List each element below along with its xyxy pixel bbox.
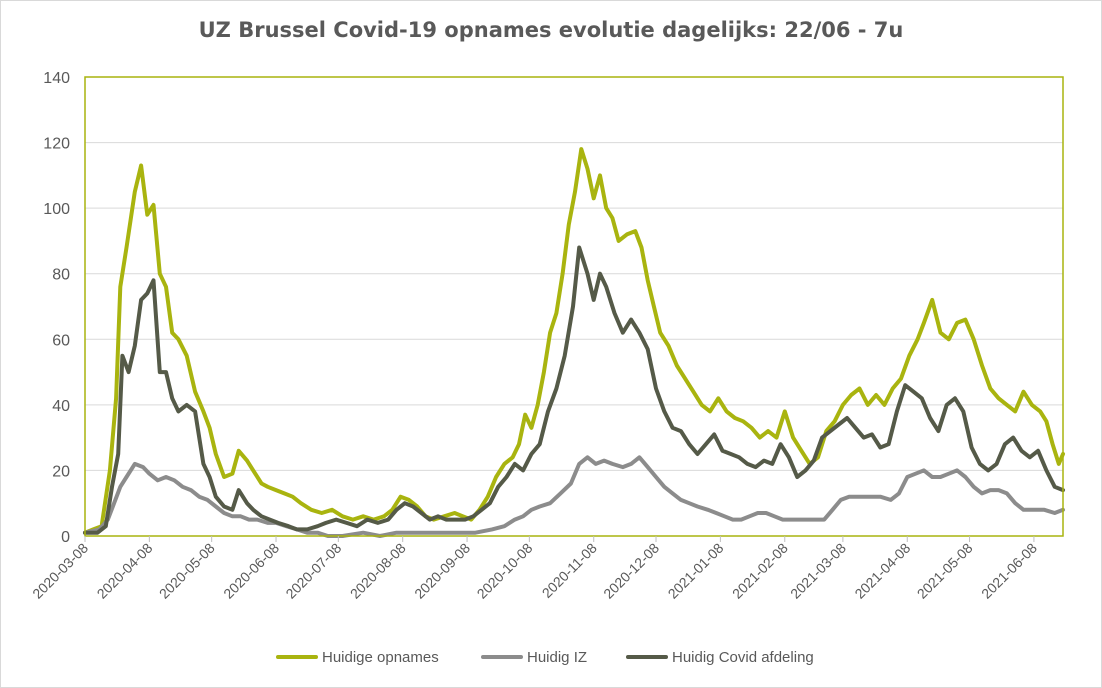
plot-area-border [84, 76, 1064, 537]
legend-label: Huidig Covid afdeling [672, 649, 814, 666]
y-tick-label: 80 [52, 267, 70, 284]
legend-item-1: Huidige opnames [276, 649, 439, 666]
x-tick-label: 2020-09-08 [411, 540, 473, 602]
x-tick-label: 2020-06-08 [220, 540, 282, 602]
series-line-1 [83, 147, 1065, 535]
x-tick-label: 2020-08-08 [347, 540, 409, 602]
y-tick-label: 0 [61, 529, 70, 546]
series-line-2 [83, 455, 1065, 538]
x-tick-label: 2020-05-08 [156, 540, 218, 602]
y-tick-label: 140 [43, 70, 70, 87]
x-tick-label: 2020-10-08 [474, 540, 536, 602]
series-line-3 [83, 245, 1065, 535]
y-tick-label: 60 [52, 332, 70, 349]
legend-label: Huidig IZ [527, 649, 587, 666]
x-axis: 2020-03-08 2020-04-08 2020-05-08 2020-06-08… [29, 536, 1040, 602]
y-axis: 0 20 40 60 80 100 120 140 [43, 70, 70, 546]
x-tick-label: 2020-07-08 [282, 540, 344, 602]
series-lines [83, 147, 1065, 538]
chart-title: UZ Brussel Covid-19 opnames evolutie dag… [198, 18, 904, 42]
legend-label: Huidige opnames [322, 649, 439, 666]
y-tick-label: 100 [43, 201, 70, 218]
y-tick-label: 40 [52, 398, 70, 415]
y-tick-label: 120 [43, 136, 70, 153]
legend-item-3: Huidig Covid afdeling [626, 649, 814, 666]
x-tick-label: 2021-01-08 [665, 540, 727, 602]
x-tick-label: 2021-04-08 [851, 540, 913, 602]
x-tick-label: 2021-02-08 [729, 540, 791, 602]
x-tick-label: 2020-11-08 [539, 540, 600, 601]
y-tick-label: 20 [52, 463, 70, 480]
legend: Huidige opnames Huidig IZ Huidig Covid afd… [276, 649, 814, 666]
x-tick-label: 2020-03-08 [29, 540, 91, 602]
x-tick-label: 2020-04-08 [94, 540, 156, 602]
x-tick-label: 2021-06-08 [978, 540, 1040, 602]
x-tick-label: 2021-03-08 [787, 540, 849, 602]
x-tick-label: 2020-12-08 [600, 540, 662, 602]
gridlines [85, 142, 1063, 471]
legend-item-2: Huidig IZ [481, 649, 587, 666]
x-tick-label: 2021-05-08 [914, 540, 976, 602]
